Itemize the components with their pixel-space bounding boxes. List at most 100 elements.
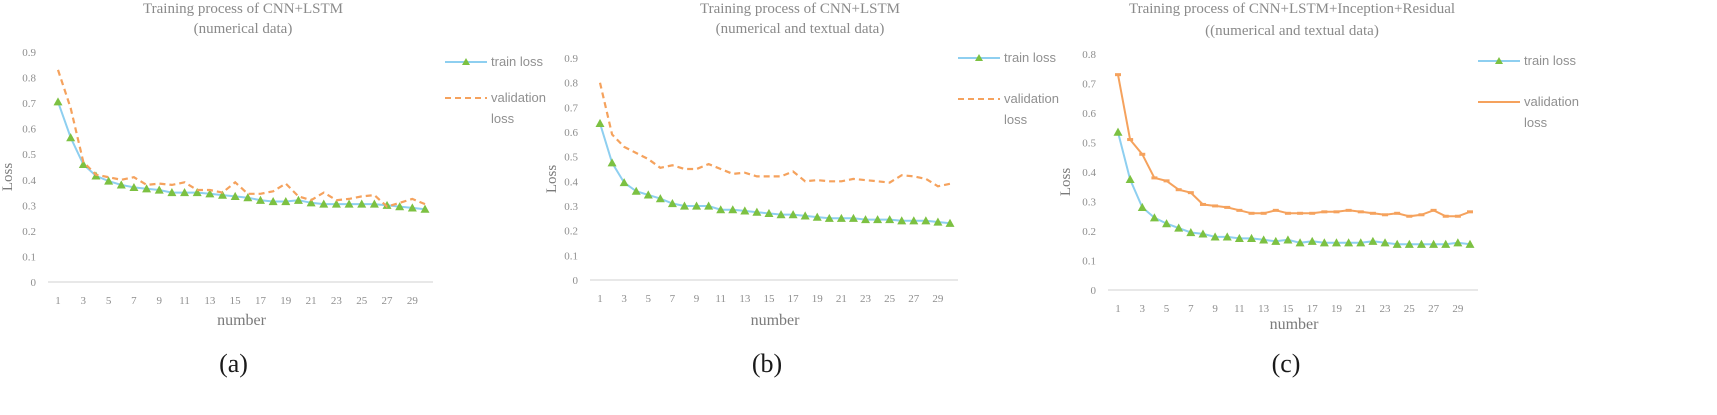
train-loss-point — [1356, 238, 1366, 247]
train-loss-point — [716, 205, 726, 214]
x-tick-label: 15 — [763, 293, 775, 305]
x-tick-label: 13 — [1258, 303, 1270, 315]
figure-caption: (a) — [219, 349, 248, 378]
train-loss-point — [180, 188, 190, 197]
y-tick-label: 0.8 — [564, 78, 578, 90]
train-loss-point — [1186, 227, 1196, 237]
train-loss-point — [1380, 238, 1390, 247]
train-loss-point — [78, 159, 88, 169]
train-loss-point — [1331, 238, 1341, 247]
y-tick-label: 0.9 — [564, 53, 578, 65]
legend-validation-label-line2: loss — [1004, 112, 1028, 127]
y-tick-label: 0 — [1091, 285, 1097, 297]
x-tick-label: 29 — [1452, 303, 1464, 315]
x-tick-label: 25 — [884, 293, 896, 305]
train-loss-point — [1198, 229, 1208, 238]
train-loss-point — [836, 213, 846, 222]
legend-validation-label-line2: loss — [491, 111, 515, 126]
legend-train-marker — [462, 58, 470, 65]
train-loss-point — [643, 190, 653, 199]
train-loss-point — [1344, 238, 1354, 247]
x-tick-label: 19 — [812, 293, 824, 305]
train-loss-point — [293, 195, 303, 204]
x-tick-label: 17 — [255, 295, 267, 307]
y-axis-label: Loss — [0, 163, 16, 192]
train-loss-point — [679, 201, 689, 210]
y-tick-label: 0 — [573, 275, 579, 287]
y-tick-label: 0.1 — [22, 251, 36, 263]
x-tick-label: 19 — [1331, 303, 1343, 315]
train-loss-point — [885, 215, 895, 224]
train-loss-point — [812, 212, 822, 221]
y-tick-label: 0.7 — [1082, 79, 1096, 91]
chart-b: Training process of CNN+LSTM (numerical a… — [544, 1, 1059, 378]
x-tick-label: 5 — [106, 295, 112, 307]
validation-loss-line — [598, 82, 951, 188]
train-loss-point — [53, 97, 63, 106]
train-loss-point — [306, 198, 316, 207]
legend-validation-label: validation — [1004, 91, 1059, 106]
x-tick-label: 15 — [230, 295, 242, 307]
train-loss-point — [1416, 239, 1426, 248]
train-loss-point — [1295, 238, 1305, 247]
train-loss-point — [104, 176, 114, 185]
train-loss-point — [764, 208, 774, 217]
train-loss-point — [1125, 174, 1135, 183]
train-loss-point — [1441, 239, 1451, 248]
train-loss-point — [1307, 236, 1317, 245]
train-loss-point — [1234, 233, 1244, 242]
train-loss-point — [619, 178, 629, 187]
train-loss-line — [599, 123, 951, 225]
chart-title: Training process of CNN+LSTM+Inception+R… — [1129, 1, 1455, 17]
y-tick-label: 0 — [31, 277, 37, 289]
train-loss-point — [129, 182, 139, 192]
figure-caption: (c) — [1272, 349, 1301, 378]
y-tick-label: 0.6 — [564, 127, 578, 139]
train-loss-point — [909, 216, 919, 225]
y-tick-label: 0.5 — [564, 152, 578, 164]
x-tick-label: 3 — [81, 295, 87, 307]
train-loss-point — [205, 189, 215, 198]
x-tick-label: 1 — [55, 295, 61, 307]
legend-train-label: train loss — [491, 54, 544, 69]
train-loss-point — [319, 199, 329, 208]
x-tick-label: 19 — [280, 295, 292, 307]
train-loss-point — [167, 188, 177, 197]
x-tick-label: 29 — [407, 295, 419, 307]
train-loss-point — [1247, 233, 1257, 242]
chart-title: Training process of CNN+LSTM — [143, 1, 343, 17]
y-tick-label: 0.5 — [1082, 138, 1096, 150]
train-loss-point — [420, 204, 430, 213]
train-loss-point — [1392, 239, 1402, 248]
train-loss-point — [369, 199, 379, 208]
legend-validation-label: validation — [491, 90, 546, 105]
y-tick-label: 0.6 — [1082, 108, 1096, 120]
x-tick-label: 21 — [306, 295, 317, 307]
train-loss-point — [1283, 235, 1293, 244]
train-loss-point — [692, 201, 702, 210]
train-loss-point — [268, 197, 278, 206]
legend-train-marker — [975, 54, 983, 61]
train-loss-point — [357, 199, 367, 208]
y-tick-label: 0.1 — [1082, 256, 1096, 268]
train-loss-point — [945, 218, 955, 227]
y-tick-label: 0.4 — [22, 175, 36, 187]
x-tick-label: 15 — [1282, 303, 1294, 315]
train-loss-point — [704, 201, 714, 210]
train-loss-point — [66, 133, 76, 142]
y-tick-label: 0.8 — [1082, 49, 1096, 61]
train-loss-point — [1222, 232, 1232, 241]
train-loss-point — [1429, 239, 1439, 248]
train-loss-point — [1137, 202, 1147, 211]
x-tick-label: 23 — [1380, 303, 1392, 315]
train-loss-point — [740, 206, 750, 215]
x-tick-label: 23 — [860, 293, 872, 305]
train-loss-point — [382, 200, 392, 209]
legend-train-marker — [1495, 57, 1503, 64]
legend-validation-label: validation — [1524, 94, 1579, 109]
x-tick-label: 17 — [1307, 303, 1319, 315]
y-tick-label: 0.5 — [22, 149, 36, 161]
x-tick-label: 11 — [715, 293, 726, 305]
train-loss-point — [331, 199, 341, 208]
